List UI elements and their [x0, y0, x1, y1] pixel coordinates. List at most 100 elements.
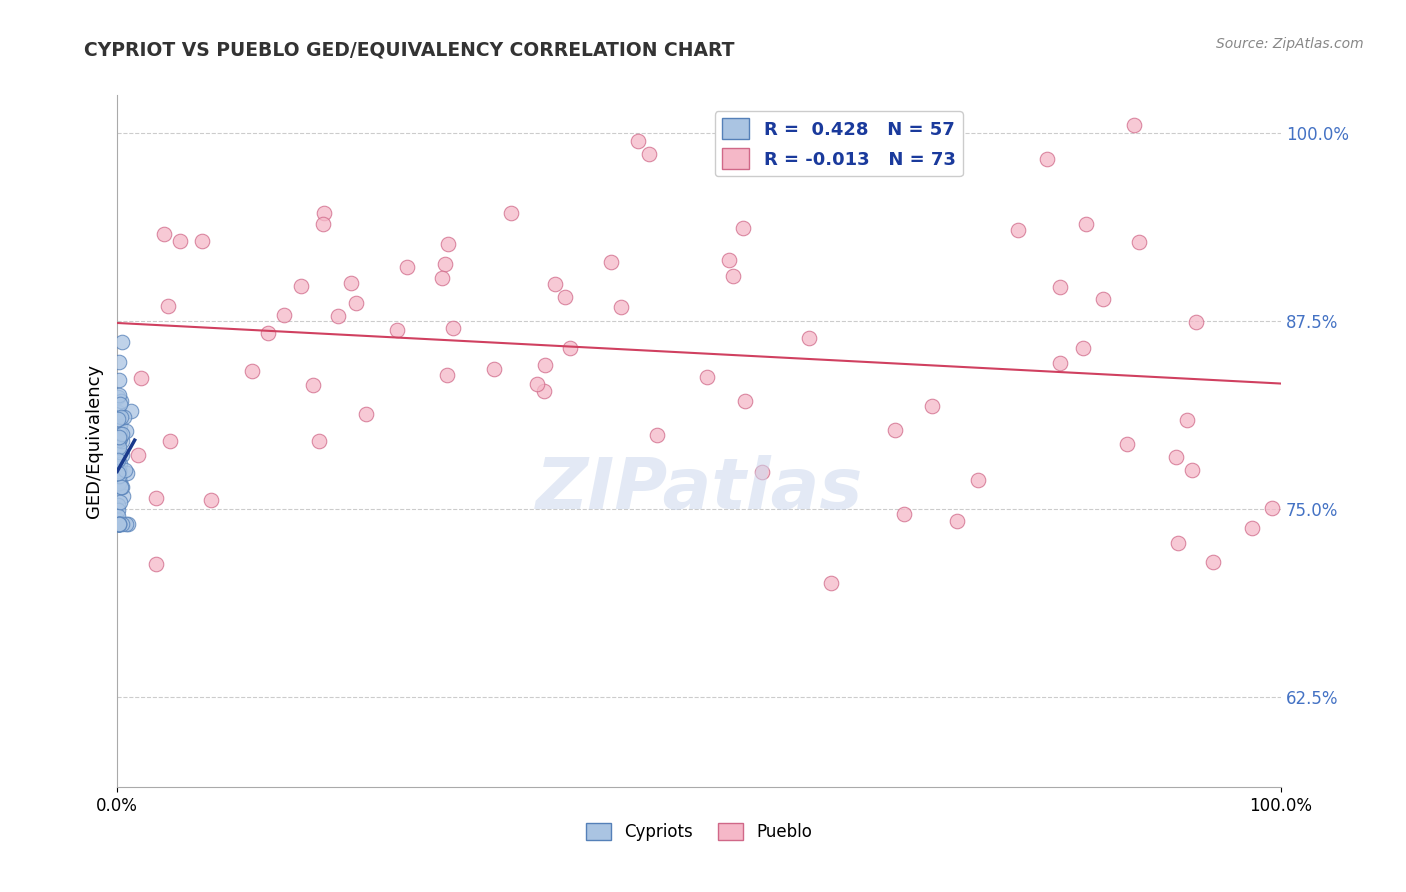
Point: [108, 373, 131, 387]
Point: [114, 463, 136, 477]
Point: [256, 326, 278, 340]
Point: [111, 489, 134, 503]
Point: [191, 234, 214, 248]
Point: [108, 427, 131, 442]
Point: [718, 252, 741, 267]
Point: [108, 461, 131, 475]
Point: [433, 257, 456, 271]
Point: [114, 516, 136, 531]
Point: [108, 433, 131, 447]
Point: [526, 377, 548, 392]
Point: [554, 290, 576, 304]
Point: [108, 388, 131, 402]
Point: [107, 503, 129, 517]
Point: [1049, 279, 1071, 293]
Point: [108, 430, 131, 444]
Point: [308, 434, 330, 448]
Point: [436, 368, 458, 382]
Point: [731, 220, 754, 235]
Text: CYPRIOT VS PUEBLO GED/EQUIVALENCY CORRELATION CHART: CYPRIOT VS PUEBLO GED/EQUIVALENCY CORREL…: [84, 40, 735, 59]
Point: [921, 399, 943, 413]
Point: [441, 321, 464, 335]
Point: [110, 409, 132, 424]
Point: [110, 516, 132, 531]
Point: [356, 407, 378, 421]
Point: [1185, 315, 1208, 329]
Point: [637, 147, 659, 161]
Point: [110, 480, 132, 494]
Point: [751, 465, 773, 479]
Point: [107, 404, 129, 418]
Point: [145, 558, 167, 572]
Point: [344, 296, 367, 310]
Point: [558, 341, 581, 355]
Point: [1036, 152, 1059, 166]
Point: [145, 491, 167, 505]
Point: [200, 493, 222, 508]
Text: ZIPatlas: ZIPatlas: [536, 455, 863, 524]
Point: [111, 516, 134, 531]
Y-axis label: GED/Equivalency: GED/Equivalency: [86, 364, 103, 518]
Point: [1166, 450, 1188, 465]
Point: [108, 355, 131, 369]
Point: [107, 466, 129, 480]
Point: [893, 507, 915, 521]
Point: [967, 473, 990, 487]
Point: [107, 469, 129, 483]
Point: [1123, 119, 1146, 133]
Point: [111, 334, 134, 349]
Point: [534, 358, 557, 372]
Point: [108, 476, 131, 491]
Point: [499, 205, 522, 219]
Point: [107, 390, 129, 404]
Point: [1261, 500, 1284, 515]
Point: [108, 516, 131, 531]
Point: [110, 480, 132, 494]
Point: [115, 466, 138, 480]
Point: [108, 516, 131, 531]
Point: [107, 440, 129, 454]
Point: [107, 516, 129, 531]
Point: [326, 309, 349, 323]
Point: [108, 516, 131, 531]
Point: [339, 276, 361, 290]
Point: [1071, 341, 1094, 355]
Point: [153, 227, 176, 242]
Point: [290, 279, 312, 293]
Point: [108, 494, 131, 508]
Point: [159, 434, 181, 448]
Point: [107, 498, 129, 512]
Point: [734, 394, 756, 409]
Point: [797, 331, 820, 345]
Point: [1091, 292, 1114, 306]
Point: [108, 430, 131, 444]
Point: [1128, 235, 1150, 249]
Point: [1115, 436, 1137, 450]
Point: [396, 260, 419, 275]
Point: [107, 516, 129, 531]
Point: [111, 480, 134, 494]
Point: [111, 448, 134, 462]
Point: [626, 134, 648, 148]
Point: [117, 516, 139, 531]
Point: [169, 234, 191, 248]
Point: [107, 516, 129, 531]
Point: [884, 423, 907, 437]
Point: [482, 362, 505, 376]
Point: [533, 384, 555, 398]
Point: [108, 419, 131, 434]
Point: [107, 453, 129, 467]
Point: [437, 237, 460, 252]
Point: [1167, 535, 1189, 549]
Point: [599, 254, 621, 268]
Point: [696, 369, 718, 384]
Point: [108, 457, 131, 471]
Point: [1181, 463, 1204, 477]
Point: [110, 394, 132, 409]
Point: [430, 271, 453, 285]
Point: [1049, 355, 1071, 369]
Point: [156, 299, 179, 313]
Point: [107, 516, 129, 531]
Point: [107, 412, 129, 426]
Point: [312, 217, 335, 231]
